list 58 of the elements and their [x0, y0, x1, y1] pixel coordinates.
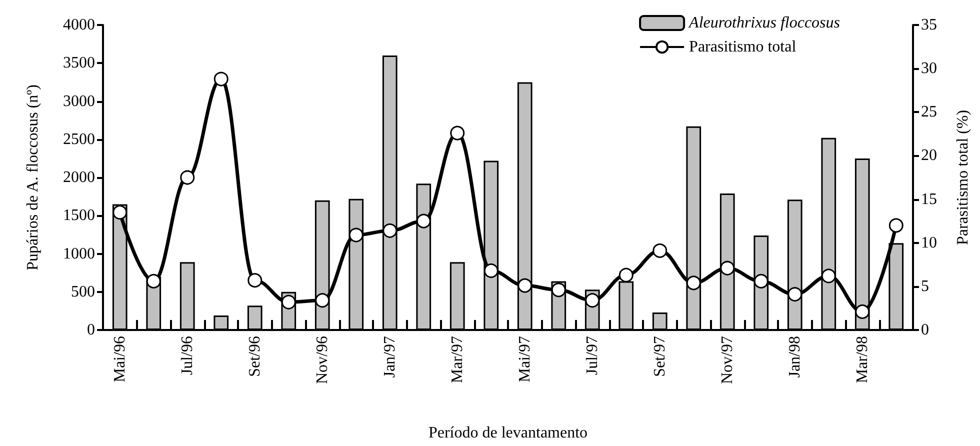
point	[788, 287, 802, 302]
point	[618, 268, 634, 282]
point	[585, 293, 600, 308]
x-tick-label: Mai/96	[111, 336, 128, 382]
x-tick-label: Nov/96	[314, 336, 331, 384]
point	[754, 274, 768, 288]
point	[518, 278, 532, 293]
point	[855, 304, 870, 319]
point	[450, 126, 465, 140]
point	[248, 273, 262, 288]
y-tick-label: 3000	[63, 92, 95, 110]
y2-tick-label: 10	[921, 234, 937, 252]
y2-tick-label: 20	[921, 147, 937, 164]
point	[652, 243, 668, 258]
y2-tick-label: 35	[921, 16, 937, 34]
x-tick-label: Set/96	[246, 336, 264, 377]
y2-tick-label: 30	[921, 60, 937, 78]
x-tick-label: Jul/97	[584, 336, 601, 376]
y-tick-label: 1500	[63, 207, 95, 224]
legend-label: Parasitismo total	[689, 38, 797, 56]
point	[146, 274, 161, 288]
x-tick-label: Nov/97	[718, 336, 736, 384]
x-tick-label: Mar/98	[854, 336, 871, 384]
point	[888, 218, 904, 233]
point	[686, 276, 701, 290]
point	[315, 293, 330, 308]
y-tick-label: 3500	[63, 54, 95, 72]
y2-axis-title: Parasitismo total (%)	[954, 110, 972, 246]
y-tick-label: 2500	[63, 130, 95, 148]
point	[551, 282, 566, 298]
y2-tick-label: 25	[921, 104, 937, 121]
y-tick-label: 500	[71, 283, 95, 300]
x-tick-label: Set/97	[651, 336, 668, 377]
point	[720, 260, 735, 276]
x-tick-label: Mar/97	[448, 336, 466, 384]
point	[180, 170, 195, 185]
y-tick-label: 2000	[63, 169, 95, 186]
point	[281, 294, 296, 310]
point	[348, 228, 364, 242]
y2-tick-label: 15	[921, 190, 937, 208]
y2-tick-label: 5	[921, 278, 929, 295]
y-tick-label: 4000	[63, 16, 95, 34]
x-tick-label: Jul/96	[178, 336, 196, 376]
point	[214, 72, 228, 86]
x-tick-label: Mai/97	[516, 336, 534, 382]
y-axis-title: Pupários de A. floccosus (nº)	[24, 84, 42, 270]
y2-tick-label: 0	[921, 322, 929, 338]
legend-label: Aleurothrixus floccosus	[688, 14, 840, 32]
point	[821, 268, 836, 284]
y-tick-label: 0	[87, 322, 95, 338]
x-tick-label: Jan/98	[786, 336, 804, 378]
point	[382, 223, 398, 238]
point	[416, 214, 431, 228]
x-axis-title: Período de levantamento	[428, 424, 588, 442]
point	[484, 263, 498, 278]
point	[112, 205, 128, 220]
y-tick-label: 1000	[63, 245, 95, 262]
x-tick-label: Jan/97	[381, 336, 398, 378]
